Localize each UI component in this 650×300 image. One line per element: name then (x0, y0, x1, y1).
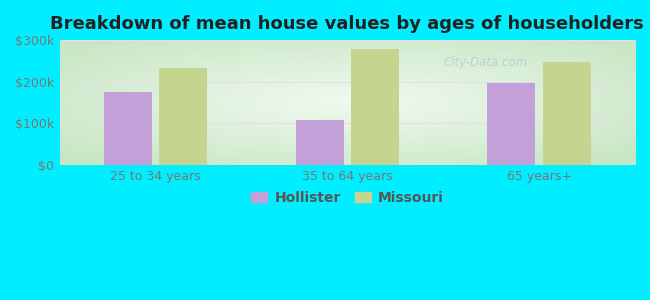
Bar (296, 120, 343, 165)
Bar (351, 49, 399, 165)
Bar (543, 62, 591, 165)
Bar (488, 83, 536, 165)
Legend: Hollister, Missouri: Hollister, Missouri (245, 185, 450, 210)
Bar (351, 49, 399, 165)
Bar (296, 120, 343, 165)
Bar (104, 92, 151, 165)
Bar (104, 92, 151, 165)
Bar (488, 83, 536, 165)
Bar (159, 68, 207, 165)
Bar (159, 68, 207, 165)
Title: Breakdown of mean house values by ages of householders: Breakdown of mean house values by ages o… (51, 15, 644, 33)
Bar (543, 62, 591, 165)
Text: City-Data.com: City-Data.com (443, 56, 528, 69)
